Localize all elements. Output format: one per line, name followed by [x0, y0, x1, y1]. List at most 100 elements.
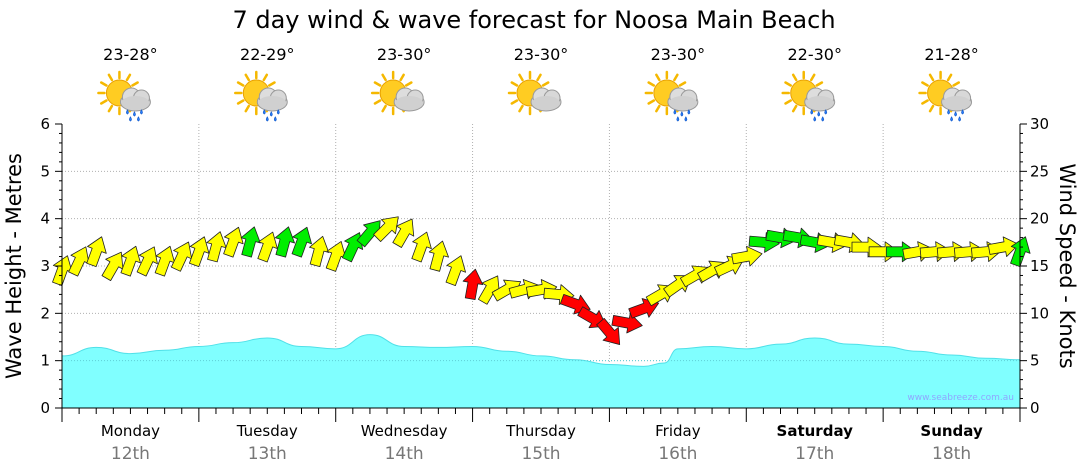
wind-arrow-shape [428, 240, 449, 272]
wind-arrow [987, 236, 1020, 258]
wind-arrow-shape [462, 268, 484, 300]
wind-arrow-shape [240, 226, 261, 258]
sun-ray [921, 81, 929, 87]
left-tick-label: 6 [40, 115, 50, 133]
temperature-range: 23-30° [514, 45, 569, 64]
wind-arrow [477, 275, 500, 305]
wind-arrow [136, 246, 158, 277]
cloud-part [668, 96, 697, 110]
wind-arrow [257, 231, 278, 263]
right-tick-label: 30 [1030, 115, 1049, 133]
wind-arrow [411, 231, 432, 263]
day-date-label: 13th [248, 444, 287, 464]
left-axis-title: Wave Height - Metres [2, 153, 26, 379]
wind-arrow-shape [731, 245, 763, 267]
rain-drop [950, 116, 953, 122]
wind-arrow [206, 231, 227, 263]
wind-arrow-shape [373, 216, 399, 242]
wind-arrow [731, 245, 763, 267]
left-tick-label: 0 [40, 399, 50, 417]
rain-drop [673, 109, 677, 115]
day-date-label: 14th [385, 444, 424, 464]
rain-drop [137, 116, 140, 122]
wind-arrow-shape [309, 235, 330, 268]
day-name-label: Monday [101, 422, 160, 440]
chart-title: 7 day wind & wave forecast for Noosa Mai… [232, 6, 835, 34]
sun-ray [268, 81, 276, 87]
sun-ray [510, 81, 519, 87]
right-tick-label: 25 [1030, 162, 1049, 180]
wind-arrow [462, 268, 484, 300]
rain-drop [680, 111, 684, 117]
left-axis-ticks: 0 1 2 3 4 5 6 [40, 115, 62, 417]
wind-arrow [101, 251, 124, 282]
sun-ray [131, 81, 139, 87]
rain-drop [126, 109, 129, 115]
temperature-range: 23-28° [103, 45, 158, 64]
temperature-range: 21-28° [924, 45, 979, 64]
sun-ray [791, 73, 798, 82]
wind-arrow [596, 317, 621, 345]
wind-arrow [325, 241, 347, 272]
wind-arrow [240, 226, 261, 258]
wind-arrow [611, 312, 643, 334]
rain-drop [947, 109, 950, 115]
right-tick-label: 15 [1030, 257, 1049, 275]
left-tick-label: 2 [40, 304, 50, 322]
sun-ray [655, 104, 661, 113]
sun-ray [518, 73, 524, 82]
rain-drop [817, 111, 821, 117]
day-date-label: 12th [111, 444, 150, 464]
wind-arrow-shape [223, 226, 244, 258]
wind-arrow-shape [325, 241, 347, 272]
wind-arrow [68, 246, 90, 277]
sun-ray [655, 73, 661, 82]
day-name-label: Tuesday [236, 422, 298, 440]
wind-arrow [392, 218, 415, 248]
wave-area-fill [62, 334, 1020, 408]
wind-arrow-shape [154, 245, 176, 277]
sun-ray [244, 104, 251, 113]
sun-ray [647, 81, 656, 87]
partly-cloudy-icon [370, 70, 425, 116]
temperature-range: 22-30° [787, 45, 842, 64]
day-date-label: 16th [658, 444, 697, 464]
sun-ray [815, 81, 824, 87]
wind-arrow-shape [68, 246, 90, 277]
sun-ray [678, 81, 687, 87]
sun-ray [510, 99, 519, 105]
rain-drop [133, 111, 136, 117]
right-tick-label: 0 [1030, 399, 1040, 417]
wind-arrow-shape [445, 255, 466, 286]
wind-arrow-shape [987, 236, 1020, 258]
wind-arrow-shape [189, 236, 210, 268]
wind-arrow [170, 241, 193, 272]
showers-icon [97, 70, 151, 122]
wave-area-line [61, 334, 1021, 367]
wind-arrow-shape [611, 312, 643, 334]
wind-arrow-shape [477, 275, 500, 305]
day-name-label: Wednesday [361, 422, 448, 440]
wind-arrow [373, 216, 399, 242]
cloud-part [805, 96, 834, 110]
sun-ray [244, 73, 251, 82]
day-name-label: Thursday [505, 422, 576, 440]
showers-icon [918, 70, 973, 122]
sun-ray [928, 73, 935, 82]
wind-arrow [154, 245, 176, 277]
wind-arrow [274, 226, 295, 258]
day-date-label: 15th [521, 444, 560, 464]
wind-arrow-shape [101, 251, 124, 282]
left-tick-label: 4 [40, 210, 50, 228]
sun-ray [236, 99, 245, 105]
sun-ray [373, 81, 382, 87]
showers-icon [234, 70, 288, 122]
showers-icon [781, 70, 836, 122]
wind-arrow-shape [86, 236, 107, 268]
rain-drop [265, 116, 269, 122]
wind-arrow [120, 245, 141, 277]
wind-arrow [309, 235, 330, 268]
sun-ray [952, 81, 961, 87]
wind-arrow [291, 226, 312, 258]
